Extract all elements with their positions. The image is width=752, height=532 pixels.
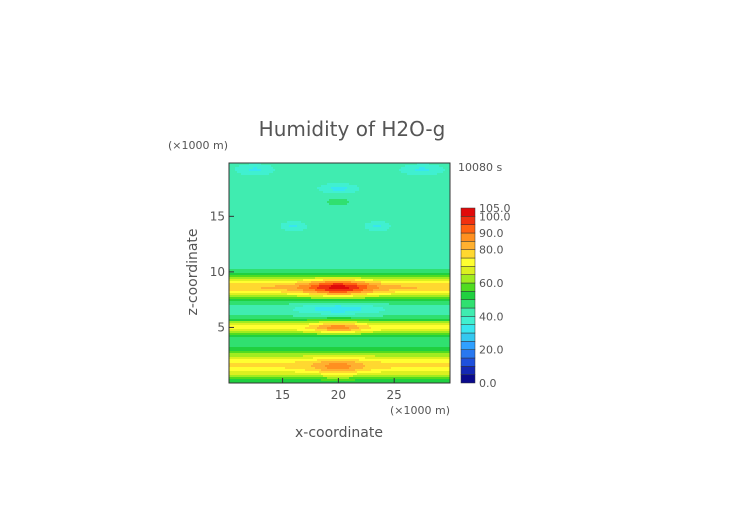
colorbar-band: [460, 291, 476, 300]
colorbar-band: [460, 216, 476, 225]
colorbar-band: [460, 332, 476, 342]
x-tick-label: 15: [275, 388, 290, 402]
chart-title: Humidity of H2O-g: [259, 117, 446, 141]
y-axis: 5 10 15: [210, 209, 234, 334]
x-tick-label: 20: [331, 388, 346, 402]
colorbar-band: [460, 307, 476, 317]
colorbar-band: [460, 249, 476, 259]
colorbar-band: [460, 224, 476, 234]
colorbar-band: [460, 207, 476, 217]
colorbar-band: [460, 366, 476, 375]
colorbar-label: 80.0: [479, 244, 504, 257]
colorbar-band: [460, 374, 476, 384]
y-unit-label: (×1000 m): [168, 139, 228, 152]
colorbar-band: [460, 299, 476, 309]
x-tick-label: 25: [387, 388, 402, 402]
x-axis-label: x-coordinate: [295, 425, 383, 441]
x-unit-label: (×1000 m): [390, 404, 450, 417]
colorbar-band: [460, 274, 476, 284]
y-tick-label: 5: [217, 320, 225, 334]
colorbar-band: [460, 232, 476, 242]
colorbar-label: 20.0: [479, 344, 504, 357]
y-tick-label: 15: [210, 209, 225, 223]
colorbar-label: 90.0: [479, 227, 504, 240]
y-tick-label: 10: [210, 265, 225, 279]
colorbar-label: 40.0: [479, 310, 504, 323]
plot-frame: [228, 162, 451, 384]
colorbar-band: [460, 324, 476, 334]
colorbar-band: [460, 282, 476, 292]
y-axis-label: z-coordinate: [185, 228, 201, 315]
colorbar-label: 100.0: [479, 210, 511, 223]
colorbar-band: [460, 241, 476, 250]
time-label: 10080 s: [458, 161, 502, 174]
colorbar-band: [460, 357, 476, 367]
contour-field: [229, 163, 450, 383]
colorbar-band: [460, 341, 476, 350]
colorbar-band: [460, 257, 476, 267]
colorbar-band: [460, 349, 476, 359]
colorbar-band: [460, 266, 476, 275]
colorbar-label: 105.0: [479, 202, 511, 215]
x-axis: 15 20 25: [275, 378, 402, 402]
colorbar-band: [460, 316, 476, 325]
colorbar-label: 60.0: [479, 277, 504, 290]
colorbar-label: 0.0: [479, 377, 497, 390]
